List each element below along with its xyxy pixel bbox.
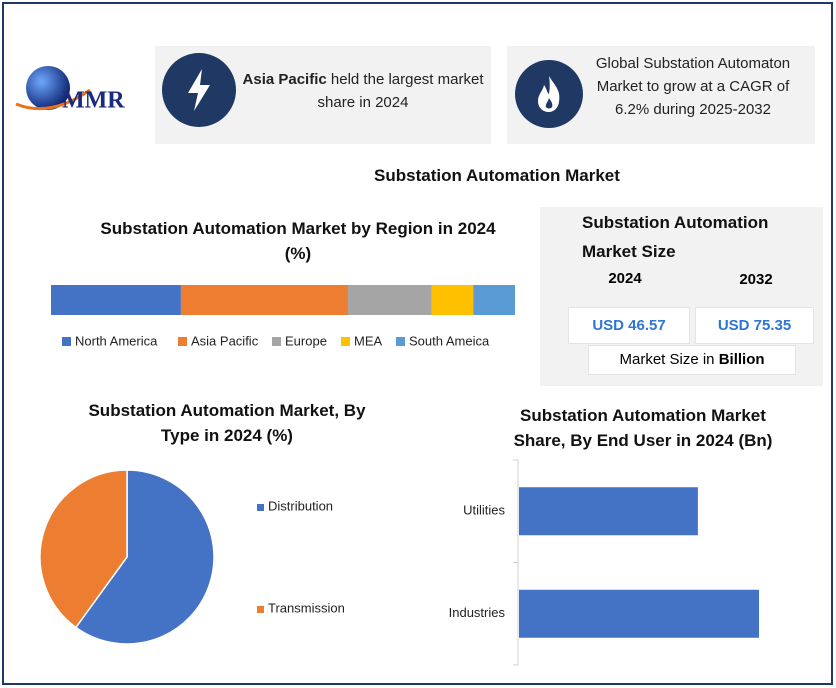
pie-slice bbox=[74, 469, 215, 645]
chart-title: Substation Automation Market by Region i… bbox=[100, 219, 496, 263]
year: 2024 bbox=[608, 270, 642, 287]
legend-label: Asia Pacific bbox=[191, 333, 259, 348]
legend-label: Transmission bbox=[268, 600, 345, 615]
info-text: Asia Pacific held the largest market sha… bbox=[237, 68, 489, 114]
icon bbox=[515, 60, 583, 128]
icon bbox=[162, 53, 236, 127]
logo-text: MMR bbox=[62, 88, 125, 114]
chart-title: Substation Automation Market, By Type in… bbox=[88, 401, 366, 445]
legend-label: Distribution bbox=[268, 498, 333, 513]
legend-label: North America bbox=[75, 333, 158, 348]
bar bbox=[519, 487, 698, 536]
market-value: USD 46.57 bbox=[568, 307, 690, 344]
legend-swatch bbox=[257, 504, 264, 511]
bar-segment bbox=[473, 285, 515, 315]
bar-segment bbox=[51, 285, 181, 315]
market-size-title: Substation Automation Market Size bbox=[582, 213, 769, 261]
note: Market Size in bbox=[619, 351, 719, 368]
legend-swatch bbox=[178, 337, 187, 346]
bar-segment bbox=[347, 285, 432, 315]
pie-slice bbox=[39, 469, 128, 629]
bar bbox=[519, 589, 759, 638]
market-value: USD 75.35 bbox=[695, 307, 814, 344]
market-note: Market Size in Billion bbox=[588, 345, 796, 375]
swoosh bbox=[15, 88, 91, 111]
legend-swatch bbox=[341, 337, 350, 346]
note-bold: Billion bbox=[718, 351, 765, 368]
legend-label: South Ameica bbox=[409, 333, 490, 348]
legend-label: Europe bbox=[285, 333, 327, 348]
legend-swatch bbox=[396, 337, 405, 346]
legend-swatch bbox=[272, 337, 281, 346]
info-bold: Asia Pacific bbox=[242, 71, 327, 88]
legend-swatch bbox=[257, 606, 264, 613]
chart-title: Substation Automation Market Share, By E… bbox=[513, 406, 773, 450]
category-label: Industries bbox=[449, 605, 506, 620]
info-text: Global Substation Automaton Market to gr… bbox=[595, 55, 791, 118]
globe bbox=[26, 66, 70, 110]
bar-segment bbox=[431, 285, 474, 315]
info-rest: held the largest market share in 2024 bbox=[317, 71, 484, 111]
category-label: Utilities bbox=[463, 503, 505, 518]
bar-segment bbox=[180, 285, 348, 315]
year: 2032 bbox=[739, 271, 773, 288]
main-title: Substation Automation Market bbox=[374, 166, 620, 185]
legend-label: MEA bbox=[354, 333, 383, 348]
logo: MMR bbox=[15, 66, 125, 114]
legend-swatch bbox=[62, 337, 71, 346]
